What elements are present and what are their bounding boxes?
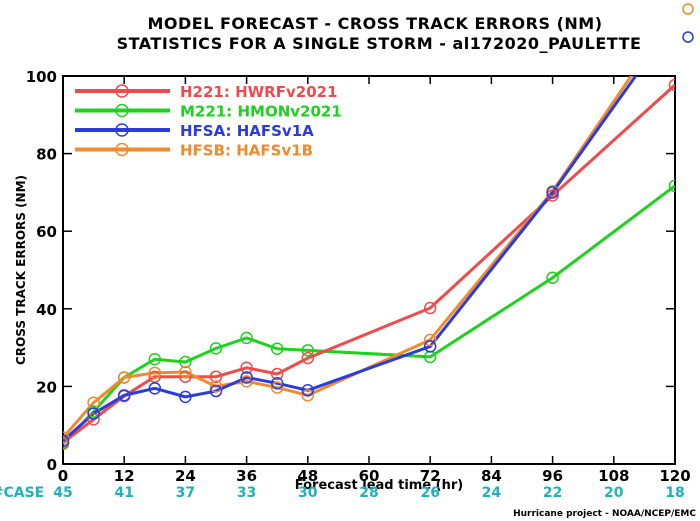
data-point-hfsa [423,340,437,353]
legend-marker-hfsb [115,142,129,157]
data-point-hfsb [148,366,162,380]
case-count-value: 22 [543,485,562,501]
data-point-hfsa [546,186,559,199]
case-count-value: 30 [298,485,318,501]
data-point-hfsb [179,365,192,379]
data-point-h221 [209,370,223,383]
case-count-value: 33 [237,485,256,501]
x-tick-label: 96 [542,467,563,485]
case-count-value: 26 [420,485,439,501]
y-tick-label: 100 [26,68,57,86]
x-tick-label: 24 [175,467,196,485]
legend-marker-m221 [115,103,129,118]
x-tick-label: 48 [297,467,318,485]
footer-credit: Hurricane project - NOAA/NCEP/EMC [513,509,696,519]
x-axis: 0 12 24 36 48 60 72 84 96 108 120 [58,76,691,485]
data-point-h221 [423,301,437,315]
data-point-m221 [240,331,253,345]
x-tick-label: 0 [58,467,68,485]
x-axis-label: Forecast lead time (hr) [295,478,463,493]
data-point-m221 [209,342,223,355]
data-point-m221 [546,271,559,285]
data-point-h221 [87,413,100,426]
data-point-hfsa [117,389,131,402]
case-count-value: 20 [604,485,624,501]
data-point-hfsb [270,381,284,394]
legend-label-hfsa: HFSA: HAFSv1A [180,122,314,140]
y-axis-label: CROSS TRACK ERRORS (NM) [14,175,28,365]
data-point-hfsb [63,431,70,444]
orange-marker-icon [682,3,694,15]
data-point-m221 [179,355,192,369]
x-tick-label: 108 [598,467,629,485]
data-point-h221 [179,370,192,383]
case-count-value: 28 [359,485,378,501]
data-point-m221 [270,342,284,356]
data-point-h221 [270,367,284,381]
case-count-value: 45 [53,485,72,501]
data-point-m221 [668,179,675,193]
plot-frame [62,75,676,465]
series-line-hfsa [63,76,638,442]
case-count-label: #CASE [0,485,44,501]
data-point-hfsa [148,382,162,395]
data-point-h221 [301,351,315,365]
data-point-hfsb [423,333,437,347]
data-point-hfsa [209,384,223,398]
x-tick-label: 60 [359,467,380,485]
legend-marker-hfsa [115,123,129,137]
y-axis: 0 20 40 60 80 100 [26,68,675,474]
data-point-hfsa [63,434,70,447]
legend-label-m221: M221: HMONv2021 [180,103,342,121]
x-tick-label: 36 [236,467,257,485]
data-point-m221 [301,344,315,357]
legend-marker-h221 [115,84,129,98]
data-point-hfsb [240,375,253,388]
data-point-hfsa [179,390,192,404]
legend-label-h221: H221: HWRFv2021 [180,83,338,101]
x-tick-label: 84 [481,467,502,485]
series-line-m221 [63,184,675,445]
legend-label-hfsb: HFSB: HAFSv1B [180,142,313,160]
case-count-value: 37 [176,485,195,501]
data-point-h221 [546,189,559,202]
case-count-value: 41 [114,485,133,501]
data-point-m221 [148,352,162,366]
case-count-value: 18 [665,485,684,501]
series-layer [63,76,675,451]
x-tick-label: 120 [659,467,690,485]
data-point-h221 [240,361,253,375]
data-point-hfsb [209,380,223,393]
case-counts: 45 41 37 33 30 28 26 24 22 20 18 [53,485,684,501]
chart-subtitle: STATISTICS FOR A SINGLE STORM - al172020… [117,34,642,53]
y-tick-label: 80 [36,146,57,164]
y-tick-label: 0 [47,456,57,474]
data-point-hfsa [301,384,315,397]
chart-title: MODEL FORECAST - CROSS TRACK ERRORS (NM) [147,14,602,33]
case-count-value: 24 [482,485,502,501]
y-tick-label: 20 [36,378,57,396]
data-point-hfsb [301,389,315,402]
data-point-hfsa [270,377,284,390]
data-point-hfsb [117,371,131,384]
y-tick-label: 40 [36,301,57,319]
data-point-hfsa [240,371,253,384]
plot-area [62,75,676,465]
x-tick-label: 72 [420,467,441,485]
y-tick-label: 60 [36,223,57,241]
blue-marker-icon [682,31,694,43]
x-tick-label: 12 [114,467,135,485]
data-point-h221 [668,78,675,92]
data-point-hfsa [87,407,100,420]
